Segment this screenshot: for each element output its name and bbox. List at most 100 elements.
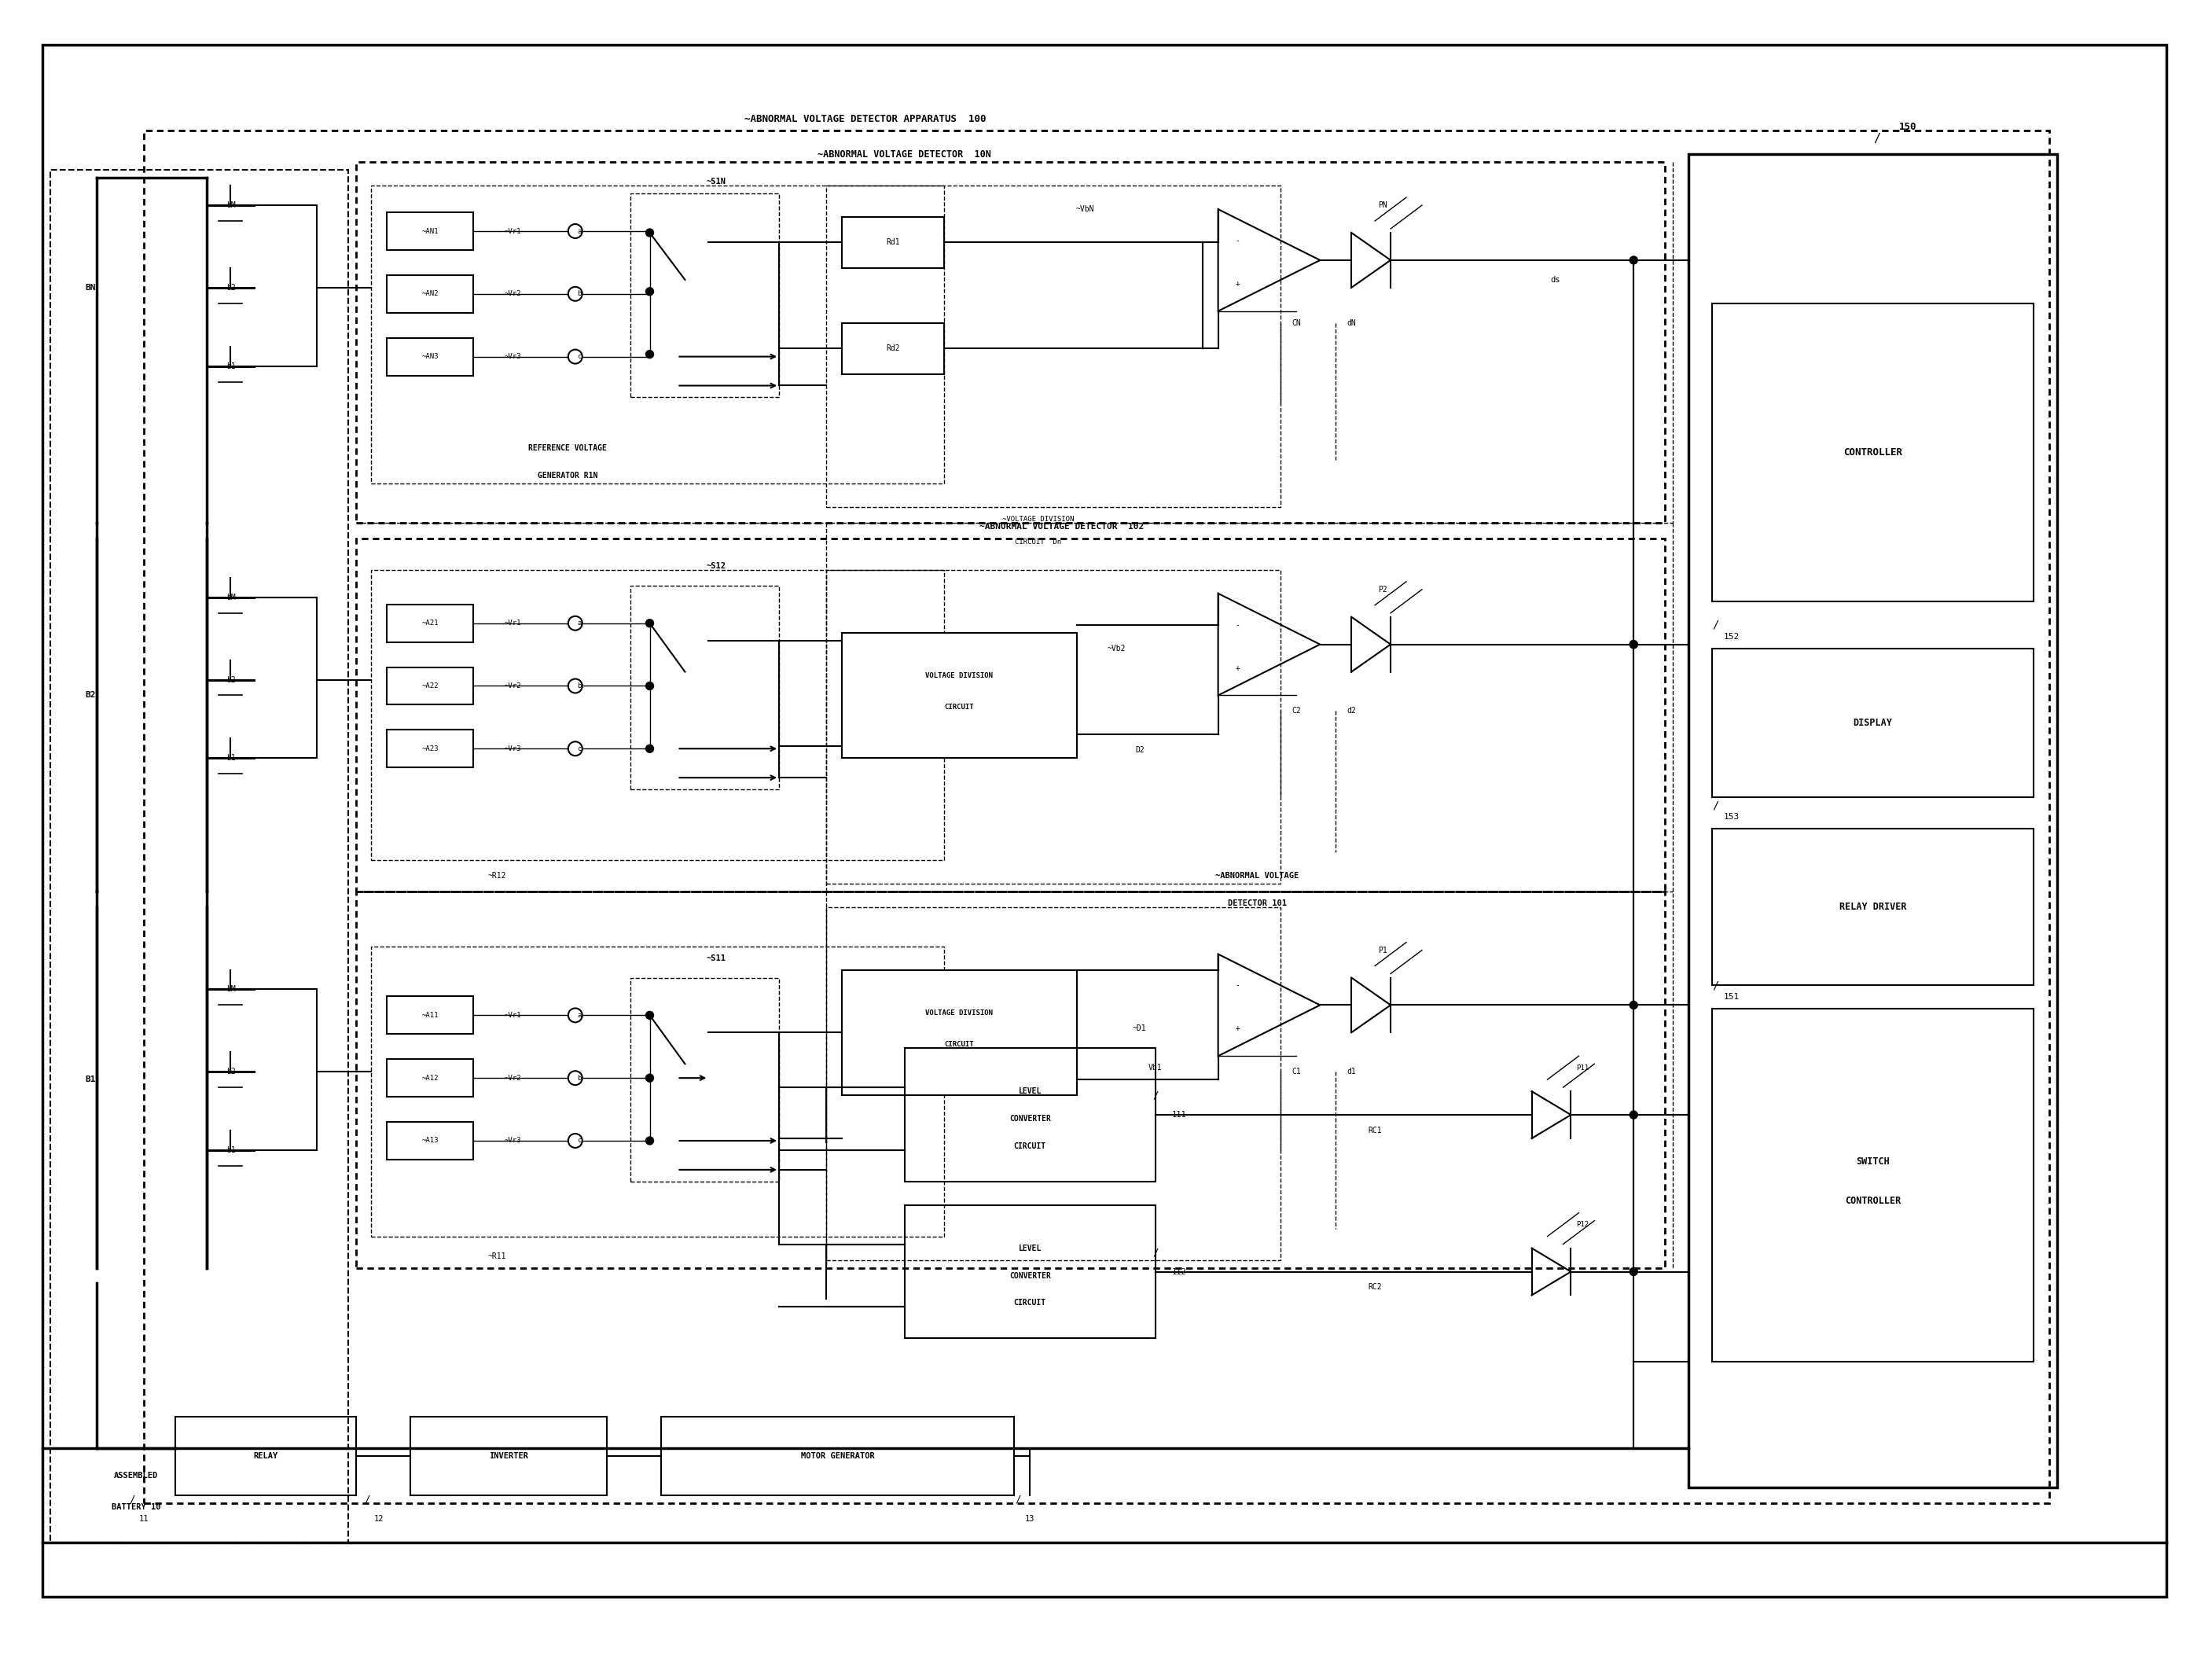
Text: D2: D2 xyxy=(1135,746,1144,755)
Text: /: / xyxy=(1712,799,1719,811)
Text: GENERATOR R1N: GENERATOR R1N xyxy=(538,472,597,480)
Circle shape xyxy=(646,1012,653,1019)
Circle shape xyxy=(1630,1110,1637,1119)
Text: Vb1: Vb1 xyxy=(1148,1064,1161,1072)
Circle shape xyxy=(1630,640,1637,648)
Circle shape xyxy=(646,745,653,753)
Text: VOLTAGE DIVISION: VOLTAGE DIVISION xyxy=(925,1009,993,1017)
Bar xyxy=(843,322,945,374)
Text: Rd2: Rd2 xyxy=(885,344,900,352)
Text: ~VbN: ~VbN xyxy=(1075,206,1095,213)
Text: CIRCUIT  Dn: CIRCUIT Dn xyxy=(1015,538,1062,547)
Text: LEVEL: LEVEL xyxy=(1018,1245,1042,1251)
Bar xyxy=(387,213,473,249)
Text: bM: bM xyxy=(226,593,237,602)
Circle shape xyxy=(646,229,653,236)
Text: LEVEL: LEVEL xyxy=(1018,1087,1042,1095)
Bar xyxy=(144,131,2048,1502)
Text: ~A13: ~A13 xyxy=(422,1137,438,1143)
Bar xyxy=(1688,155,2057,1487)
Text: ~Vr1: ~Vr1 xyxy=(504,620,522,627)
Bar xyxy=(356,163,1666,524)
Bar xyxy=(51,170,347,1542)
Text: c: c xyxy=(577,352,582,361)
Text: a: a xyxy=(577,1012,582,1019)
Text: ~AN2: ~AN2 xyxy=(422,291,438,297)
Text: ~S1N: ~S1N xyxy=(706,178,726,186)
Text: ~D1: ~D1 xyxy=(1133,1025,1146,1032)
Text: ~ABNORMAL VOLTAGE DETECTOR  102: ~ABNORMAL VOLTAGE DETECTOR 102 xyxy=(980,524,1144,530)
Text: SWITCH: SWITCH xyxy=(1856,1157,1889,1167)
Text: 150: 150 xyxy=(1900,121,1918,131)
Text: ~ABNORMAL VOLTAGE: ~ABNORMAL VOLTAGE xyxy=(1217,873,1298,879)
Text: b: b xyxy=(577,683,582,690)
Circle shape xyxy=(646,681,653,690)
Text: ~ABNORMAL VOLTAGE DETECTOR APPARATUS  100: ~ABNORMAL VOLTAGE DETECTOR APPARATUS 100 xyxy=(745,115,987,125)
Text: ~ABNORMAL VOLTAGE DETECTOR  10N: ~ABNORMAL VOLTAGE DETECTOR 10N xyxy=(818,150,991,160)
Text: ~Vr3: ~Vr3 xyxy=(504,1137,522,1143)
Text: ~Vr1: ~Vr1 xyxy=(504,228,522,234)
Bar xyxy=(372,946,945,1237)
Text: ~Vr2: ~Vr2 xyxy=(504,1074,522,1082)
Circle shape xyxy=(1630,640,1637,648)
Text: a: a xyxy=(577,228,582,234)
Text: /: / xyxy=(1152,1090,1159,1100)
Text: /: / xyxy=(1152,1246,1159,1256)
Bar xyxy=(825,907,1281,1260)
Bar xyxy=(1712,829,2033,986)
Text: ~Vr2: ~Vr2 xyxy=(504,291,522,297)
Text: VOLTAGE DIVISION: VOLTAGE DIVISION xyxy=(925,671,993,680)
Text: ~Vr2: ~Vr2 xyxy=(504,683,522,690)
Bar xyxy=(387,605,473,642)
Text: ds: ds xyxy=(1551,276,1559,284)
Text: b1: b1 xyxy=(226,362,237,371)
Bar xyxy=(356,538,1666,891)
Text: ~S11: ~S11 xyxy=(706,954,726,962)
Text: ~Vr3: ~Vr3 xyxy=(504,745,522,753)
Text: b2: b2 xyxy=(226,676,237,683)
Text: ~A23: ~A23 xyxy=(422,745,438,753)
Text: P12: P12 xyxy=(1577,1222,1588,1228)
Text: Rd1: Rd1 xyxy=(885,238,900,246)
Text: CIRCUIT: CIRCUIT xyxy=(1013,1142,1046,1150)
Bar xyxy=(630,193,779,397)
Circle shape xyxy=(646,351,653,359)
Text: P11: P11 xyxy=(1577,1064,1588,1072)
Bar xyxy=(387,997,473,1034)
Text: 112: 112 xyxy=(1172,1268,1186,1276)
Text: RC2: RC2 xyxy=(1367,1283,1382,1291)
Text: ~Vb2: ~Vb2 xyxy=(1106,645,1126,652)
Text: P2: P2 xyxy=(1378,585,1387,593)
Bar xyxy=(1712,1009,2033,1361)
Text: BATTERY 10: BATTERY 10 xyxy=(111,1502,161,1511)
Bar xyxy=(372,570,945,859)
Text: ~VOLTAGE DIVISION: ~VOLTAGE DIVISION xyxy=(1002,515,1073,522)
Text: ~A21: ~A21 xyxy=(422,620,438,627)
Text: CONVERTER: CONVERTER xyxy=(1009,1115,1051,1124)
Text: CONTROLLER: CONTROLLER xyxy=(1845,1197,1900,1207)
Text: INVERTER: INVERTER xyxy=(489,1453,529,1459)
Text: 11: 11 xyxy=(139,1514,148,1522)
Text: C2: C2 xyxy=(1292,706,1301,715)
Text: bM: bM xyxy=(226,201,237,209)
Text: ASSEMBLED: ASSEMBLED xyxy=(115,1471,159,1479)
Text: ~Vr3: ~Vr3 xyxy=(504,352,522,361)
Text: b: b xyxy=(577,1074,582,1082)
Text: c: c xyxy=(577,1137,582,1143)
Text: ~AN3: ~AN3 xyxy=(422,352,438,361)
Text: b2: b2 xyxy=(226,284,237,291)
Circle shape xyxy=(646,1137,653,1145)
Text: ~A12: ~A12 xyxy=(422,1074,438,1082)
Text: d1: d1 xyxy=(1347,1067,1356,1075)
Bar xyxy=(387,274,473,312)
Text: PN: PN xyxy=(1378,201,1387,209)
Text: -: - xyxy=(1237,236,1241,244)
Bar xyxy=(905,1205,1155,1338)
Text: CIRCUIT: CIRCUIT xyxy=(945,703,973,711)
Text: ~A22: ~A22 xyxy=(422,683,438,690)
Text: /: / xyxy=(1712,981,1719,991)
Bar xyxy=(1712,302,2033,602)
Bar xyxy=(372,186,945,484)
Text: b: b xyxy=(577,291,582,297)
Circle shape xyxy=(646,288,653,296)
